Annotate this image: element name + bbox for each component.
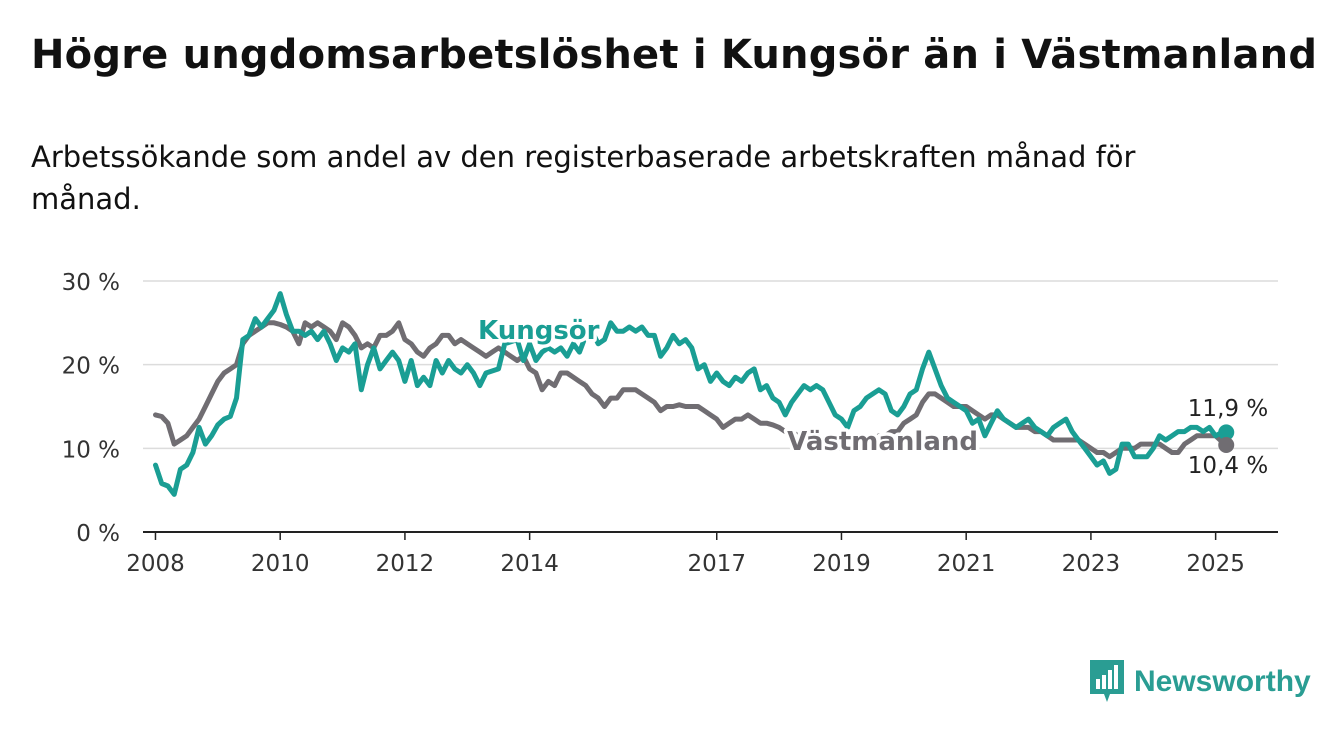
- series-label-kungsor: Kungsör: [478, 316, 600, 346]
- end-marker-vastmanland: [1218, 436, 1235, 453]
- series-line-kungsor: [153, 291, 1229, 497]
- y-tick-label: 30 %: [62, 270, 120, 296]
- x-tick-label: 2012: [376, 551, 435, 577]
- end-value-label-kungsor: 11,9 %: [1188, 396, 1268, 422]
- x-tick-label: 2021: [937, 551, 996, 577]
- page-subtitle: Arbetssökande som andel av den registerb…: [31, 140, 1136, 216]
- series-label-vastmanland: Västmanland: [787, 427, 978, 457]
- x-tick-label: 2019: [812, 551, 871, 577]
- page-title: Högre ungdomsarbetslöshet i Kungsör än i…: [31, 32, 1318, 78]
- brand[interactable]: Newsworthy: [1090, 660, 1311, 704]
- y-tick-label: 0 %: [76, 521, 120, 547]
- end-value-label-vastmanland: 10,4 %: [1188, 453, 1268, 479]
- x-tick-label: 2008: [126, 551, 185, 577]
- x-tick-label: 2010: [251, 551, 310, 577]
- end-marker-kungsor: [1218, 424, 1235, 441]
- y-tick-label: 20 %: [62, 354, 120, 380]
- x-tick-label: 2025: [1186, 551, 1245, 577]
- x-tick-label: 2017: [687, 551, 746, 577]
- y-tick-label: 10 %: [62, 437, 120, 463]
- x-tick-label: 2023: [1062, 551, 1121, 577]
- brand-name: Newsworthy: [1134, 665, 1311, 698]
- x-tick-label: 2014: [500, 551, 559, 577]
- newsworthy-logo-icon: [1090, 660, 1124, 702]
